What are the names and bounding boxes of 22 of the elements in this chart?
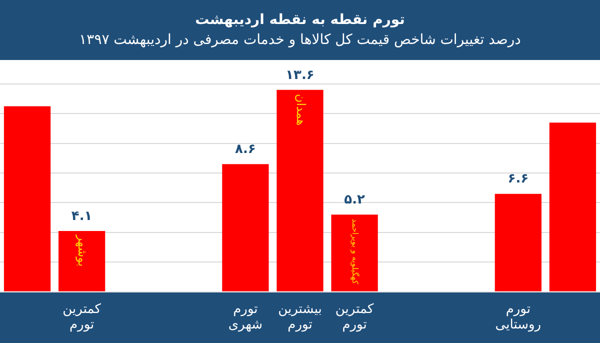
bar: [4, 106, 51, 292]
x-tick-label: کمترین تورم: [335, 302, 375, 333]
data-label: ۴.۱: [71, 208, 92, 224]
x-tick-label: بیشترین تورم: [278, 302, 322, 333]
bar: [549, 122, 596, 292]
bar: [276, 90, 324, 292]
bar: [331, 214, 378, 292]
x-tick-label: کمترین تورم: [62, 302, 102, 333]
data-label: ۸.۶: [235, 142, 256, 158]
annotation: همدان: [294, 94, 308, 126]
data-label: ۵.۲: [344, 192, 366, 208]
x-tick-label: تورم شهری: [228, 302, 263, 333]
data-label: ۶.۶: [508, 172, 529, 187]
chart-title: تورم نقطه به نقطه اردیبهشت: [194, 12, 406, 28]
annotation: کهگیلویه و بویراحمد: [350, 218, 360, 284]
x-tick-label: تورم روستایی: [495, 302, 542, 333]
bar: [494, 194, 542, 292]
bar: [222, 164, 269, 292]
bar: [58, 230, 106, 292]
annotation: بوشهر: [76, 234, 90, 267]
data-label: ۱۳.۶: [286, 68, 314, 83]
chart-subtitle: درصد تغییرات شاخص قیمت کل کالاها و خدمات مصرفی در اردیبهشت ۱۳۹۷: [78, 32, 522, 48]
